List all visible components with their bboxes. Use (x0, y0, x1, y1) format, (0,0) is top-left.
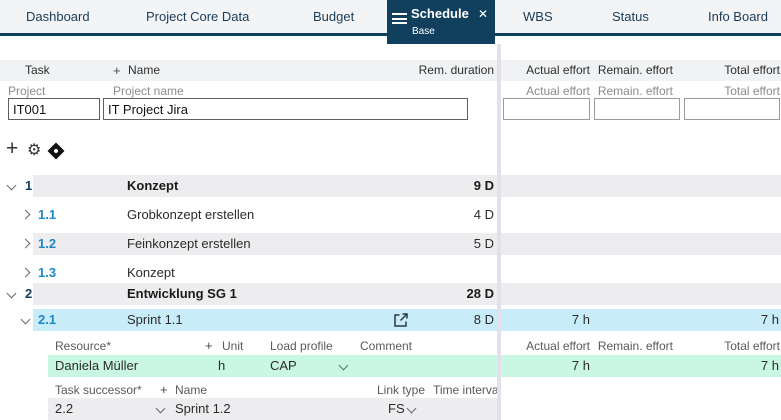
col-header-name[interactable]: Name (128, 63, 161, 77)
task-name[interactable]: Entwicklung SG 1 (127, 286, 237, 301)
task-number[interactable]: 2.1 (38, 312, 57, 327)
task-duration: 8 D (473, 312, 494, 327)
task-duration: 5 D (473, 236, 494, 251)
task-row[interactable] (33, 283, 781, 305)
resource-actual-effort: 7 h (571, 358, 590, 373)
task-name[interactable]: Feinkonzept erstellen (127, 236, 251, 251)
task-successor-header: Task successor* (55, 383, 142, 397)
pane-splitter[interactable] (497, 44, 501, 420)
col-header-actual-effort[interactable]: Actual effort (526, 63, 590, 77)
plus-icon[interactable]: + (113, 63, 121, 78)
actual-effort-input[interactable] (503, 98, 590, 120)
hamburger-menu-icon[interactable] (392, 13, 407, 25)
task-duration: 28 D (466, 286, 494, 301)
active-tab-sublabel: Base (412, 26, 435, 37)
chevron-right-icon[interactable] (20, 238, 31, 249)
task-number[interactable]: 2 (25, 286, 33, 301)
unit-header: Unit (222, 339, 244, 353)
chevron-right-icon[interactable] (20, 209, 31, 220)
gear-icon[interactable]: ⚙ (27, 142, 42, 159)
load-profile-header: Load profile (270, 339, 333, 353)
task-name[interactable]: Konzept (127, 178, 179, 193)
col-header-remain-effort[interactable]: Remain. effort (597, 63, 673, 77)
tab-status[interactable]: Status (612, 9, 649, 24)
col-header-rem-duration[interactable]: Rem. duration (418, 63, 494, 77)
resource-total-effort-header: Total effort (724, 339, 780, 353)
resource-unit[interactable]: h (218, 358, 226, 373)
task-number[interactable]: 1.1 (38, 207, 57, 222)
add-name-button[interactable]: + (113, 60, 121, 82)
milestone-diamond-icon[interactable] (47, 142, 65, 160)
filter-label-actual-effort: Actual effort (526, 84, 590, 98)
project-id-input[interactable] (8, 98, 100, 120)
task-number[interactable]: 1.2 (38, 236, 57, 251)
task-name[interactable]: Konzept (127, 265, 175, 280)
add-resource-button[interactable]: + (205, 336, 213, 356)
task-name[interactable]: Sprint 1.1 (127, 312, 183, 327)
tab-info-board[interactable]: Info Board (708, 9, 768, 24)
task-number[interactable]: 1 (25, 178, 33, 193)
successor-name[interactable]: Sprint 1.2 (175, 401, 231, 416)
filter-label-project-name: Project name (113, 84, 184, 98)
filter-label-project: Project (8, 84, 46, 98)
task-number[interactable]: 1.3 (38, 265, 57, 280)
task-row[interactable] (33, 233, 781, 255)
task-name[interactable]: Grobkonzept erstellen (127, 207, 255, 222)
column-header-band (0, 60, 781, 81)
close-icon[interactable]: ✕ (477, 7, 488, 21)
plus-icon[interactable]: + (205, 338, 213, 353)
active-tab-label: Schedule (411, 6, 469, 21)
tab-project-core-data[interactable]: Project Core Data (146, 9, 250, 24)
link-type-header: Link type (377, 383, 426, 397)
add-task-button[interactable]: + (6, 137, 19, 160)
successor-row[interactable] (48, 398, 497, 420)
resource-actual-effort-header: Actual effort (526, 339, 590, 353)
project-name-input[interactable] (103, 98, 468, 120)
tab-schedule-active[interactable]: Schedule ✕ Base (387, 0, 495, 44)
filter-label-remain-effort: Remain. effort (597, 84, 673, 98)
filter-label-total-effort: Total effort (724, 84, 780, 98)
resource-total-effort: 7 h (760, 358, 779, 373)
task-row[interactable] (33, 175, 781, 197)
tab-wbs[interactable]: WBS (523, 9, 553, 24)
successor-select[interactable]: 2.2 (55, 401, 74, 416)
comment-header: Comment (360, 339, 413, 353)
resource-remain-effort-header: Remain. effort (597, 339, 673, 353)
link-type-select[interactable]: FS (388, 401, 405, 416)
task-actual-effort: 7 h (571, 312, 590, 327)
chevron-right-icon[interactable] (20, 267, 31, 278)
resource-row[interactable] (48, 355, 781, 377)
resource-header: Resource* (55, 339, 112, 353)
resource-name[interactable]: Daniela Müller (55, 358, 139, 373)
tab-dashboard[interactable]: Dashboard (26, 9, 90, 24)
task-duration: 9 D (473, 178, 494, 193)
tab-budget[interactable]: Budget (313, 9, 355, 24)
load-profile-select[interactable]: CAP (270, 358, 297, 373)
task-total-effort: 7 h (760, 312, 779, 327)
remain-effort-input[interactable] (594, 98, 680, 120)
successor-name-header: Name (175, 383, 208, 397)
task-duration: 4 D (473, 207, 494, 222)
task-row-selected[interactable] (33, 309, 781, 331)
col-header-total-effort[interactable]: Total effort (724, 63, 780, 77)
chevron-down-icon[interactable] (20, 314, 31, 325)
time-interval-header: Time interval (433, 383, 502, 397)
col-header-task[interactable]: Task (25, 63, 50, 77)
add-successor-button[interactable]: + (160, 380, 168, 400)
plus-icon[interactable]: + (160, 382, 168, 397)
open-task-external-link-icon[interactable] (392, 311, 410, 334)
chevron-down-icon[interactable] (6, 288, 17, 299)
total-effort-input[interactable] (684, 98, 780, 120)
chevron-down-icon[interactable] (6, 180, 17, 191)
